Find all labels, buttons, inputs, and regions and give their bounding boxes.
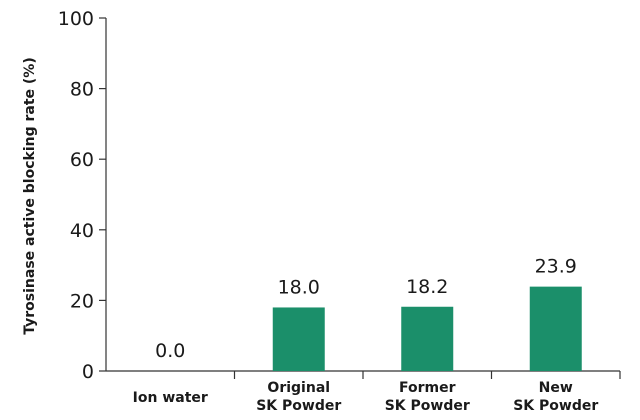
category-labels: Ion water Original SK Powder Former SK Powde… <box>133 380 599 414</box>
category-label: New <box>539 380 573 396</box>
y-tick-label: 80 <box>70 79 94 101</box>
y-ticks: 0 20 40 60 80 100 <box>58 8 106 383</box>
bar <box>529 286 582 371</box>
data-labels: 0.0 18.0 18.2 23.9 <box>155 256 577 362</box>
category-label: SK Powder <box>385 398 470 414</box>
y-tick-label: 40 <box>70 220 94 242</box>
y-tick-label: 60 <box>70 149 94 171</box>
category-label: Original <box>267 380 330 396</box>
bar <box>272 307 325 371</box>
x-ticks <box>233 371 621 379</box>
bars <box>272 286 582 371</box>
y-tick-label: 0 <box>82 361 94 383</box>
bar <box>401 306 454 371</box>
y-axis-title-group: Tyrosinase active blocking rate (%) <box>22 57 38 334</box>
data-label: 23.9 <box>535 256 577 278</box>
category-label: SK Powder <box>513 398 598 414</box>
data-label: 0.0 <box>155 340 185 362</box>
y-axis-title: Tyrosinase active blocking rate (%) <box>22 57 38 334</box>
category-label: SK Powder <box>256 398 341 414</box>
data-label: 18.2 <box>406 276 448 298</box>
category-label: Former <box>399 380 456 396</box>
category-label: Ion water <box>133 390 208 406</box>
y-tick-label: 20 <box>70 290 94 312</box>
y-tick-label: 100 <box>58 8 94 30</box>
data-label: 18.0 <box>278 276 320 298</box>
